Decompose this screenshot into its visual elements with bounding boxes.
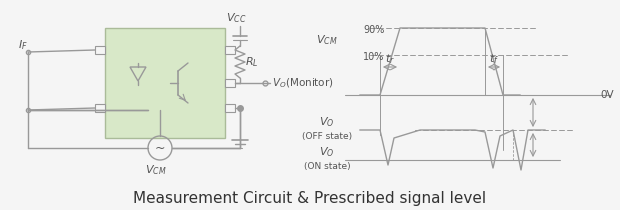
Text: (OFF state): (OFF state) [302, 131, 352, 140]
Bar [225, 46, 235, 54]
Text: $V_O$(Monitor): $V_O$(Monitor) [272, 76, 334, 90]
Text: 90%: 90% [363, 25, 384, 35]
Bar [225, 79, 235, 87]
Text: $I_F$: $I_F$ [18, 38, 28, 52]
Text: 0V: 0V [600, 90, 614, 100]
Text: $t_f$: $t_f$ [489, 52, 499, 66]
Text: Measurement Circuit & Prescribed signal level: Measurement Circuit & Prescribed signal … [133, 190, 487, 206]
Text: $t_r$: $t_r$ [385, 52, 395, 66]
Text: $V_{CM}$: $V_{CM}$ [316, 33, 338, 47]
Bar [105, 28, 225, 138]
Text: $V_O$: $V_O$ [319, 115, 335, 129]
Text: $V_{CM}$: $V_{CM}$ [145, 163, 167, 177]
Text: $V_{CC}$: $V_{CC}$ [226, 11, 246, 25]
Text: $R_L$: $R_L$ [245, 55, 259, 69]
Text: (ON state): (ON state) [304, 161, 350, 171]
Bar [95, 46, 105, 54]
Bar [95, 104, 105, 112]
Text: ~: ~ [155, 142, 166, 155]
Text: 10%: 10% [363, 52, 384, 62]
Bar [225, 104, 235, 112]
Text: $V_O$: $V_O$ [319, 145, 335, 159]
